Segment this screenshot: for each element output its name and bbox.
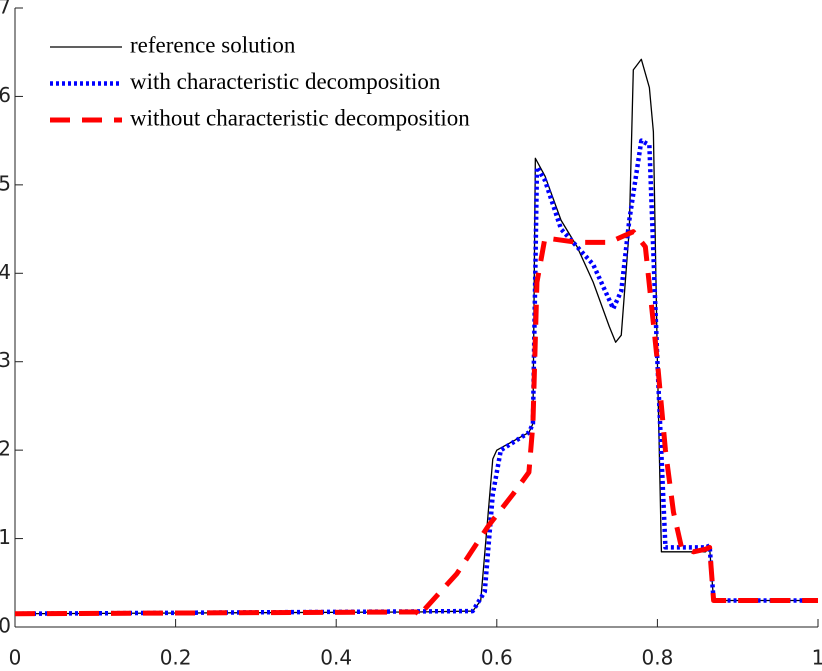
legend-label: without characteristic decomposition <box>130 105 470 130</box>
y-tick-label: 2 <box>0 437 11 461</box>
y-tick-label: 7 <box>0 0 11 19</box>
x-tick-label: 0.8 <box>641 646 673 670</box>
y-tick-label: 0 <box>0 614 11 638</box>
x-tick-label: 1 <box>812 646 822 670</box>
legend-label: with characteristic decomposition <box>130 69 441 94</box>
x-tick-label: 0 <box>9 646 22 670</box>
y-tick-label: 4 <box>0 260 11 284</box>
data-line <box>14 58 818 615</box>
y-tick-label: 3 <box>0 348 11 372</box>
data-line <box>14 229 818 619</box>
x-tick-label: 0.4 <box>320 646 352 670</box>
y-tick-label: 5 <box>0 171 11 195</box>
y-tick-label: 1 <box>0 525 11 549</box>
x-tick-label: 0.2 <box>160 646 192 670</box>
legend-label: reference solution <box>130 32 296 57</box>
y-tick-label: 6 <box>0 83 11 107</box>
data-line <box>14 138 818 616</box>
x-tick-label: 0.6 <box>481 646 513 670</box>
